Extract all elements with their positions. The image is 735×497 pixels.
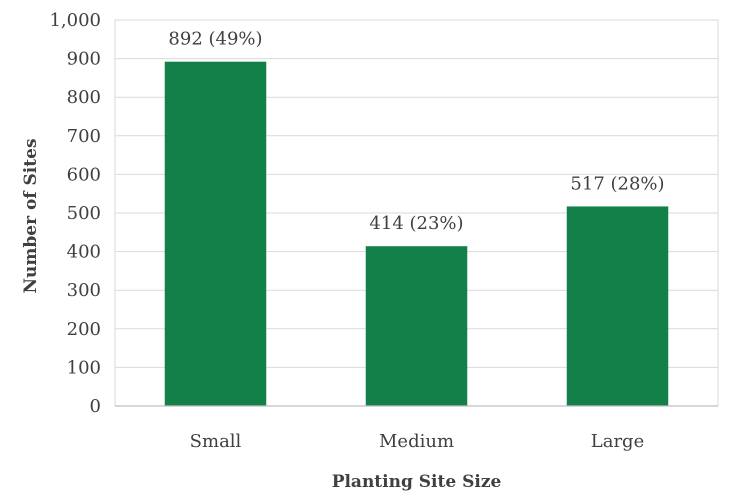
x-axis: Small Medium Large (115, 405, 718, 452)
y-tick-label: 1,000 (49, 10, 101, 31)
y-axis-title: Number of Sites (21, 138, 41, 293)
y-tick-label: 800 (67, 87, 101, 108)
y-tick-label: 600 (67, 164, 101, 185)
x-tick-label-small: Small (190, 431, 242, 452)
bars (164, 61, 669, 407)
data-label-small: 892 (49%) (168, 29, 262, 50)
y-tick-label: 300 (67, 280, 101, 301)
y-tick-label: 0 (90, 396, 101, 417)
x-tick-label-large: Large (591, 431, 644, 452)
y-tick-label: 400 (67, 242, 101, 263)
y-tick-label: 500 (67, 203, 101, 224)
y-tick-label: 100 (67, 357, 101, 378)
y-axis: 0 100 200 300 400 500 600 700 800 900 1,000 (49, 10, 101, 417)
y-tick-label: 700 (67, 126, 101, 147)
x-tick-label-medium: Medium (379, 431, 454, 452)
data-label-medium: 414 (23%) (369, 213, 463, 234)
y-tick-label: 900 (67, 49, 101, 70)
x-axis-title: Planting Site Size (332, 472, 502, 492)
bar-large (566, 206, 669, 406)
data-label-large: 517 (28%) (570, 173, 664, 194)
bar-small (164, 61, 267, 407)
bar-medium (365, 246, 468, 406)
data-labels: 892 (49%) 414 (23%) 517 (28%) (168, 29, 664, 235)
y-tick-label: 200 (67, 319, 101, 340)
